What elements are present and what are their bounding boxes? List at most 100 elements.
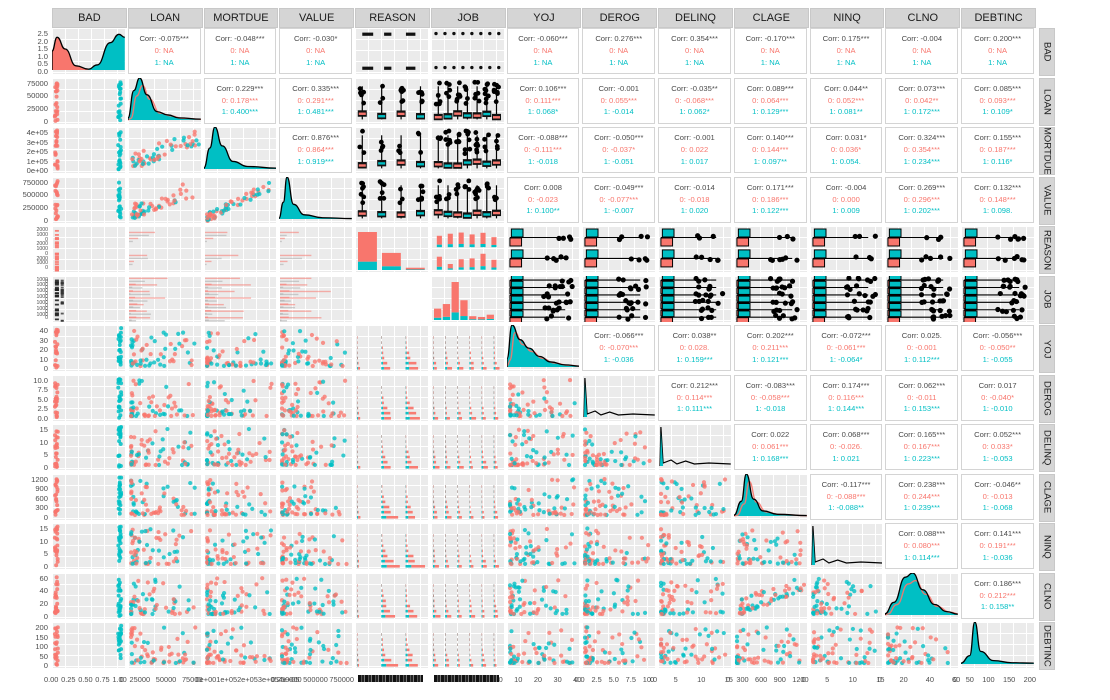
column-strip-VALUE: VALUE: [279, 8, 355, 28]
corr-CLNO-DEBTINC: Corr: 0.186*** 0: 0.212*** 1: 0.158**: [961, 572, 1034, 619]
column-strip-label-YOJ: YOJ: [533, 12, 555, 24]
corr-overall-MORTDUE-CLNO: Corr: 0.324***: [898, 133, 946, 143]
corr-g1-MORTDUE-DEROG: 1: -0.051: [603, 156, 634, 166]
corr-g0-DELINQ-CLAGE: 0: 0.061***: [752, 442, 789, 452]
panel-YOJ-MORTDUE-plot: [204, 330, 273, 369]
corr-overall-MORTDUE-DELINQ: Corr: -0.001: [674, 133, 715, 143]
y-tick-BAD-4: 0.5: [37, 59, 48, 69]
corr-g0-MORTDUE-CLAGE: 0: 0.144***: [752, 145, 789, 155]
panel-diag-VALUE-plot: [279, 176, 353, 219]
corr-LOAN-DEBTINC: Corr: 0.085*** 0: 0.093*** 1: 0.109*: [961, 77, 1034, 124]
corr-VALUE-CLAGE: Corr: 0.171*** 0: 0.186*** 1: 0.122***: [733, 176, 807, 223]
y-tick-CLAGE-2: 600: [35, 493, 48, 503]
column-strip-label-MORTDUE: MORTDUE: [213, 12, 269, 24]
column-strip-DEBTINC: DEBTINC: [961, 8, 1036, 28]
y-tick-JOB-1: 0: [45, 279, 48, 286]
row-strip-REASON: REASON: [1039, 226, 1055, 274]
corr-g0-DELINQ-CLNO: 0: 0.167***: [903, 442, 940, 452]
corr-g1-LOAN-VALUE: 1: 0.481***: [297, 107, 334, 117]
panel-VALUE-LOAN: [127, 176, 201, 223]
y-tick-JOB-5: 0: [45, 291, 48, 298]
panel-DELINQ-MORTDUE-plot: [204, 426, 272, 468]
panel-DEBTINC-CLNO: [885, 622, 959, 668]
panel-VALUE-REASON-plot: [357, 178, 426, 218]
x-tick-DELINQ-1: 5: [673, 675, 678, 684]
row-strip-label-DEBTINC: DEBTINC: [1041, 625, 1053, 667]
y-tick-JOB-0: 1000: [36, 276, 48, 283]
corr-overall-BAD-DEBTINC: Corr: 0.200***: [974, 34, 1022, 44]
panel-MORTDUE-JOB-plot: [433, 128, 501, 169]
corr-VALUE-NINQ: Corr: -0.004 0: 0.000 1: 0.009: [809, 176, 883, 223]
corr-overall-CLNO-DEBTINC: Corr: 0.186***: [974, 578, 1022, 588]
panel-NINQ-VALUE-plot: [280, 531, 349, 567]
corr-g1-LOAN-NINQ: 1: 0.081**: [829, 107, 863, 117]
row-strip-CLAGE: CLAGE: [1039, 473, 1055, 522]
corr-overall-LOAN-NINQ: Corr: 0.044**: [824, 83, 869, 93]
panel-CLAGE-BAD-plot: [53, 475, 124, 517]
corr-LOAN-CLNO: Corr: 0.073*** 0: 0.042** 1: 0.172***: [885, 77, 959, 124]
y-tick-REASON-6: 2000: [36, 255, 48, 262]
panel-CLAGE-JOB: [430, 473, 504, 520]
y-tick-JOB-6: 1000: [36, 294, 48, 301]
x-tick-DEBTINC-2: 100: [982, 675, 995, 684]
panel-DEBTINC-JOB-plot: [432, 633, 497, 667]
panel-REASON-YOJ-plot: [509, 228, 573, 268]
corr-g1-MORTDUE-DELINQ: 1: 0.017: [680, 156, 709, 166]
y-tick-CLNO-2: 20: [39, 598, 48, 608]
y-tick-YOJ-3: 10: [39, 354, 48, 364]
corr-g1-YOJ-CLAGE: 1: 0.121***: [752, 354, 789, 364]
panel-CLNO-REASON-plot: [357, 583, 418, 618]
corr-g1-MORTDUE-YOJ: 1: -0.018: [528, 156, 558, 166]
panel-BAD-JOB: [430, 28, 504, 74]
panel-DEBTINC-REASON: [355, 622, 428, 668]
corr-g1-DEROG-DELINQ: 1: 0.111***: [676, 404, 713, 414]
y-tick-DEBTINC-2: 100: [35, 642, 48, 651]
panel-DEBTINC-LOAN-plot: [128, 625, 198, 666]
x-tick-VALUE-0: 0: [271, 675, 276, 684]
panel-DELINQ-VALUE: [279, 424, 353, 470]
panel-YOJ-VALUE-plot: [280, 329, 348, 369]
corr-DELINQ-CLNO: Corr: 0.165*** 0: 0.167*** 1: 0.223***: [885, 424, 959, 470]
corr-overall-BAD-VALUE: Corr: -0.030*: [293, 34, 338, 44]
panel-diag-LOAN-plot: [127, 77, 201, 121]
panel-REASON-LOAN: [127, 226, 201, 272]
corr-BAD-DEROG: Corr: 0.276*** 0: NA 1: NA: [582, 28, 656, 74]
corr-overall-CLAGE-NINQ: Corr: -0.117***: [821, 479, 871, 489]
panel-NINQ-LOAN-plot: [128, 527, 194, 567]
corr-g0-BAD-CLAGE: 0: NA: [760, 46, 780, 56]
corr-g1-BAD-DELINQ: 1: NA: [685, 57, 705, 67]
corr-overall-LOAN-CLNO: Corr: 0.073***: [898, 83, 946, 93]
corr-overall-NINQ-DEBTINC: Corr: 0.141***: [974, 529, 1022, 539]
panel-CLNO-MORTDUE-plot: [204, 575, 272, 616]
corr-BAD-CLNO: Corr: -0.004 0: NA 1: NA: [885, 28, 959, 74]
corr-CLAGE-DEBTINC: Corr: -0.046** 0: -0.013 1: -0.068: [961, 473, 1034, 520]
y-tick-DEBTINC-1: 150: [35, 632, 48, 642]
corr-g1-LOAN-CLNO: 1: 0.172***: [903, 107, 940, 117]
x-tick-DELINQ-0: 0: [650, 675, 655, 684]
panel-DEBTINC-BAD-plot: [52, 623, 124, 667]
y-tick-LOAN-2: 25000: [26, 103, 48, 113]
panel-VALUE-LOAN-plot: [129, 181, 195, 220]
y-tick-CLAGE-3: 300: [35, 503, 48, 512]
panel-CLAGE-DEROG-plot: [583, 476, 648, 517]
corr-g1-CLAGE-DEBTINC: 1: -0.068: [982, 503, 1013, 513]
corr-g0-LOAN-CLNO: 0: 0.042**: [905, 95, 939, 105]
x-tick-VALUE-3: 750000: [329, 675, 355, 684]
corr-overall-YOJ-DEROG: Corr: -0.066***: [594, 331, 644, 341]
row-strip-label-BAD: BAD: [1041, 42, 1053, 62]
panel-CLNO-DELINQ: [658, 572, 731, 619]
panel-DEBTINC-DEROG: [582, 622, 656, 668]
column-strip-REASON: REASON: [355, 8, 430, 28]
corr-overall-DEROG-DEBTINC: Corr: 0.017: [978, 380, 1017, 390]
corr-g1-LOAN-DEBTINC: 1: 0.109*: [982, 107, 1013, 117]
row-strip-JOB: JOB: [1039, 275, 1055, 324]
y-tick-REASON-3: 2000: [36, 241, 48, 248]
panel-BAD-REASON: [355, 28, 428, 74]
panel-NINQ-CLAGE: [733, 523, 807, 569]
panel-NINQ-VALUE: [279, 523, 353, 569]
panel-NINQ-YOJ-plot: [507, 526, 577, 567]
panel-diag-REASON-plot: [358, 232, 425, 270]
panel-DEBTINC-LOAN: [127, 622, 201, 668]
y-tick-DEBTINC-4: 0: [43, 661, 48, 670]
